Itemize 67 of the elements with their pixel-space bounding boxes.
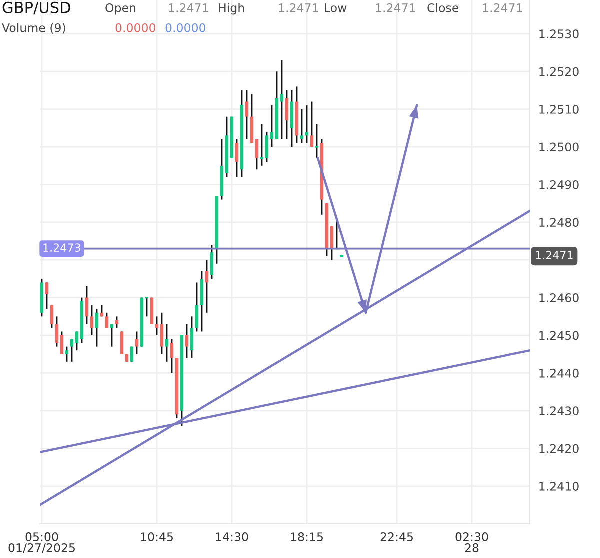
y-tick-label: 1.2440: [540, 368, 579, 378]
annotation: Volume (9): [2, 23, 66, 34]
candlestick: [105, 312, 109, 329]
text: 1.2471: [536, 251, 573, 260]
candlestick: [314, 124, 320, 160]
y-tick-label: 1.2420: [540, 444, 579, 454]
candlestick: [190, 316, 194, 359]
x-tick-label: 22:45: [380, 532, 413, 542]
candlestick: [165, 324, 169, 363]
candlestick: [300, 108, 304, 144]
y-tick-label: 1.2530: [540, 30, 579, 39]
candlestick: [60, 331, 64, 356]
y-tick-label: 1.2490: [540, 180, 579, 190]
candlestick: [45, 282, 49, 310]
candlestick: [195, 282, 199, 332]
candlestick: [235, 138, 239, 178]
y-tick-label: 1.2520: [540, 67, 579, 76]
candlestick: [170, 338, 174, 374]
annotation: 1.2471: [279, 3, 318, 12]
candlestick: [95, 308, 99, 348]
x-tick-label: 14:30: [216, 532, 248, 542]
candlestick: [205, 259, 209, 314]
candlestick: [55, 316, 59, 348]
x-tick-label: 18:15: [291, 532, 323, 542]
y-tick-label: 1.2430: [540, 406, 579, 416]
annotation: 1.2471: [169, 3, 208, 12]
candlestick: [135, 331, 139, 356]
candlestick: [50, 304, 54, 329]
annotation: High: [219, 3, 244, 15]
y-tick-label: 1.2450: [540, 331, 579, 340]
candlestick: [120, 331, 124, 356]
annotation: Close: [428, 3, 459, 12]
candlestick: [310, 101, 314, 148]
annotation: 0.0000: [116, 23, 156, 32]
candlestick: [110, 324, 114, 348]
annotation: 1.2471: [483, 3, 522, 12]
candlestick: [65, 346, 69, 363]
candlestick: [270, 104, 274, 148]
annotation: 1.2471: [376, 3, 416, 12]
annotation: Open: [106, 3, 136, 15]
x-tick-label: 05:00 01/27/2025: [8, 532, 75, 554]
candlestick: [285, 90, 289, 140]
chart-title: GBP/USD: [2, 2, 70, 15]
ref-line-label: 1.2473: [44, 244, 80, 252]
candlestick: [130, 346, 134, 363]
candlestick: [210, 244, 214, 280]
candlestick: [90, 304, 94, 336]
x-tick-label: 10:45: [141, 532, 173, 542]
annotation: Low: [325, 4, 347, 12]
y-tick-label: 1.2480: [540, 218, 579, 228]
y-tick-label: 1.2410: [540, 482, 579, 491]
candlestick: [280, 60, 284, 140]
candlestick: [185, 324, 189, 359]
candlestick: [155, 316, 159, 336]
candlestick: [75, 331, 79, 352]
candlestick: [245, 90, 249, 140]
candlestick: [255, 138, 259, 170]
candlestick: [85, 286, 89, 325]
y-tick-label: 1.2460: [540, 294, 579, 302]
annotation: 0.0000: [166, 23, 206, 32]
candlestick: [330, 225, 334, 261]
y-tick-label: 1.2500: [540, 142, 579, 152]
y-tick-label: 1.2510: [540, 105, 579, 114]
candlestick: [160, 312, 164, 356]
x-tick-label: 02:30 28: [456, 532, 488, 552]
candlestick: [265, 131, 269, 163]
candlestick: [70, 338, 74, 363]
